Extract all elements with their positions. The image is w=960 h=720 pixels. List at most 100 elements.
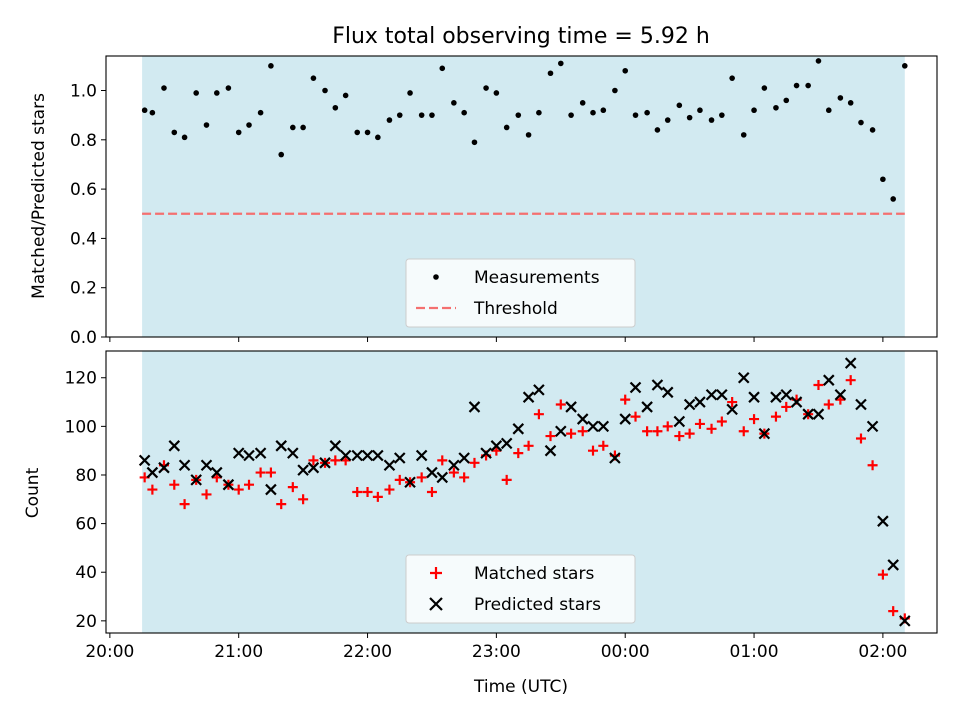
matched-star-point	[555, 399, 566, 410]
matched-star-point	[265, 467, 276, 478]
predicted-star-point	[275, 440, 287, 452]
measurement-point	[654, 127, 661, 133]
matched-star-point	[620, 394, 631, 405]
measurement-point	[847, 100, 854, 106]
measurement-point	[300, 124, 306, 131]
predicted-star-point	[287, 447, 299, 459]
legend-box	[405, 258, 636, 328]
y-tick-label: 0.4	[70, 229, 97, 249]
predicted-star-point	[673, 415, 686, 428]
legend-measurement-marker	[433, 274, 439, 280]
measurement-point	[268, 63, 274, 69]
measurement-point	[612, 87, 618, 94]
measurement-point	[869, 127, 876, 133]
predicted-star-point	[436, 471, 449, 484]
predicted-star-point	[790, 396, 803, 408]
measurement-point	[622, 67, 629, 74]
predicted-star-point	[629, 381, 642, 394]
predicted-star-point	[393, 452, 406, 464]
measurement-point	[396, 112, 403, 118]
measurement-point	[536, 109, 542, 116]
measurement-point	[203, 122, 210, 128]
predicted-star-point	[899, 615, 911, 627]
matched-star-point	[287, 482, 298, 493]
measurement-point	[310, 75, 317, 81]
matched-star-point	[276, 499, 287, 510]
predicted-star-point	[587, 420, 599, 433]
y-tick-label: 0.2	[70, 279, 97, 299]
measurement-point	[429, 112, 435, 118]
matched-star-point	[255, 467, 266, 478]
measurement-point	[149, 109, 156, 116]
measurement-point	[181, 134, 188, 141]
predicted-star-point	[146, 466, 159, 479]
measurement-point	[664, 117, 671, 123]
matched-star-point	[169, 479, 180, 490]
predicted-star-point	[855, 398, 867, 411]
measurement-point	[793, 82, 800, 89]
matched-star-point	[684, 428, 695, 439]
measurement-point	[439, 65, 446, 72]
predicted-star-point	[190, 474, 202, 486]
axes-frame	[105, 55, 938, 338]
predicted-star-point	[404, 476, 416, 489]
legend-predicted-marker	[429, 597, 443, 611]
predicted-star-point	[609, 452, 621, 464]
y-axis-label-bottom: Count	[23, 467, 43, 518]
legend: Matched stars Predicted stars	[405, 554, 636, 624]
measurement-point	[590, 109, 596, 116]
measurement-point	[214, 90, 220, 96]
measurement-point	[805, 82, 811, 89]
matched-star-point	[598, 440, 609, 451]
predicted-star-point	[726, 403, 738, 416]
measurement-point	[332, 104, 339, 111]
predicted-star-point	[802, 408, 814, 420]
matched-star-point	[437, 455, 448, 466]
chart-title: Flux total observing time = 5.92 h	[332, 24, 710, 49]
predicted-star-point	[178, 459, 191, 472]
predicted-star-point	[544, 444, 557, 457]
measurement-point	[719, 112, 725, 118]
measurement-point	[364, 129, 371, 136]
legend-label: Measurements	[474, 268, 600, 288]
measurement-point	[547, 70, 554, 77]
measurement-point	[354, 129, 361, 136]
predicted-star-point	[361, 449, 374, 462]
predicted-star-point	[619, 413, 631, 425]
matched-star-point	[426, 487, 437, 497]
y-tick-label: 0.0	[70, 328, 97, 348]
matched-star-point	[513, 448, 524, 459]
matched-star-point	[588, 445, 599, 456]
measurement-point	[171, 129, 178, 136]
measurement-point	[342, 92, 349, 99]
predicted-star-point	[383, 459, 396, 472]
measurement-point	[751, 107, 757, 114]
matched-star-point	[244, 479, 255, 490]
matched-star-point	[855, 433, 866, 444]
predicted-star-point	[138, 454, 151, 467]
predicted-star-point	[448, 459, 460, 472]
measurement-point	[890, 196, 896, 202]
matched-star-point	[727, 397, 738, 408]
matched-star-point	[749, 414, 760, 425]
matched-star-point	[577, 426, 588, 437]
matched-star-point	[416, 472, 427, 483]
matched-star-point	[372, 491, 383, 502]
matched-star-point	[362, 487, 373, 497]
predicted-star-point	[339, 449, 352, 462]
predicted-star-point	[748, 391, 760, 403]
measurement-point	[761, 85, 768, 91]
y-axis-label-top: Matched/Predicted stars	[29, 93, 49, 299]
predicted-star-point	[232, 447, 245, 459]
measurement-point	[290, 124, 296, 131]
legend-box	[405, 554, 636, 624]
predicted-star-point	[200, 459, 213, 472]
matched-star-point	[706, 423, 717, 434]
measurement-point	[193, 90, 199, 96]
matched-star-point	[694, 418, 705, 429]
matched-star-point	[888, 606, 899, 617]
measurement-point	[579, 100, 586, 106]
matched-star-point	[642, 426, 653, 437]
matched-star-point	[652, 426, 663, 437]
measurement-point	[783, 97, 790, 104]
